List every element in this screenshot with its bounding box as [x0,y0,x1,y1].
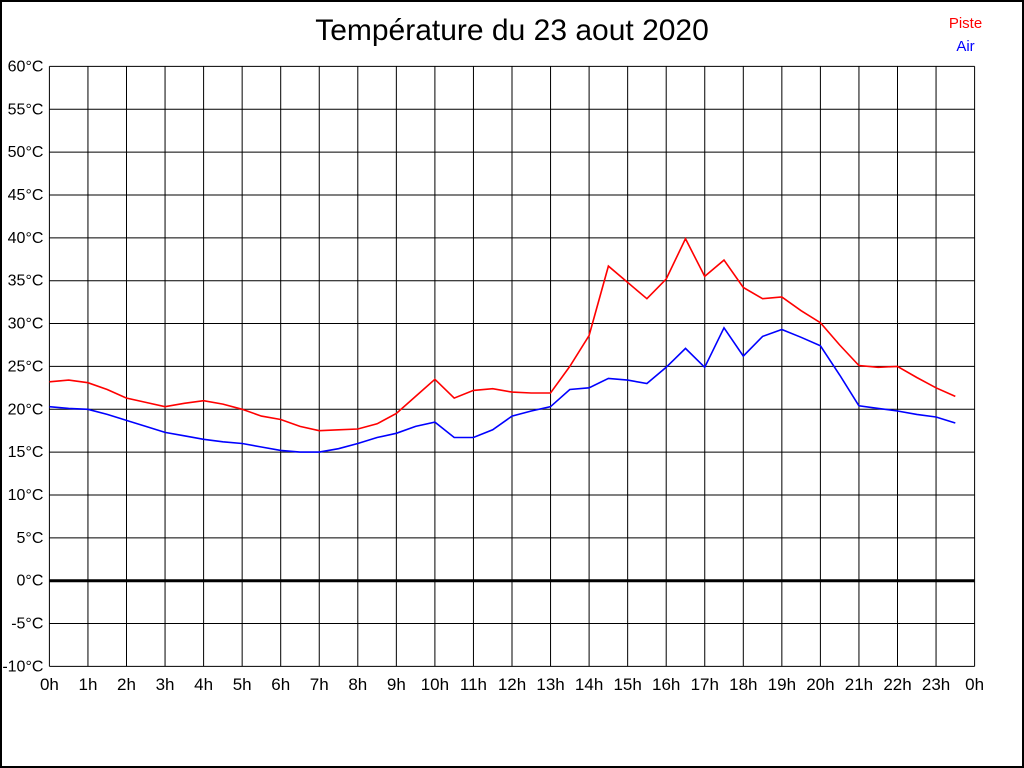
svg-text:2h: 2h [117,675,136,694]
svg-text:20°C: 20°C [8,401,44,418]
svg-text:40°C: 40°C [8,230,44,247]
svg-text:13h: 13h [536,675,564,694]
svg-text:15h: 15h [613,675,641,694]
svg-text:22h: 22h [883,675,911,694]
svg-text:16h: 16h [652,675,680,694]
svg-text:0°C: 0°C [17,573,44,590]
svg-text:11h: 11h [460,675,487,694]
svg-text:55°C: 55°C [8,101,44,118]
svg-text:30°C: 30°C [8,316,44,333]
svg-text:5°C: 5°C [17,530,44,547]
svg-text:35°C: 35°C [8,273,44,290]
svg-text:7h: 7h [310,675,329,694]
svg-text:12h: 12h [498,675,526,694]
svg-text:14h: 14h [575,675,603,694]
svg-text:23h: 23h [922,675,950,694]
svg-text:50°C: 50°C [8,144,44,161]
svg-text:19h: 19h [768,675,796,694]
svg-text:3h: 3h [156,675,175,694]
svg-text:6h: 6h [271,675,290,694]
svg-text:21h: 21h [845,675,873,694]
svg-text:45°C: 45°C [8,187,44,204]
svg-text:-5°C: -5°C [11,616,43,633]
svg-text:5h: 5h [233,675,252,694]
svg-text:17h: 17h [691,675,719,694]
svg-text:18h: 18h [729,675,757,694]
svg-text:10°C: 10°C [8,487,44,504]
svg-text:0h: 0h [40,675,59,694]
svg-text:1h: 1h [78,675,97,694]
svg-text:9h: 9h [387,675,406,694]
svg-text:4h: 4h [194,675,213,694]
svg-text:0h: 0h [965,675,984,694]
svg-text:8h: 8h [348,675,367,694]
svg-text:-10°C: -10°C [2,658,43,675]
svg-text:10h: 10h [421,675,449,694]
svg-text:25°C: 25°C [8,358,44,375]
svg-text:20h: 20h [806,675,834,694]
svg-text:15°C: 15°C [8,444,44,461]
svg-text:60°C: 60°C [8,58,44,75]
